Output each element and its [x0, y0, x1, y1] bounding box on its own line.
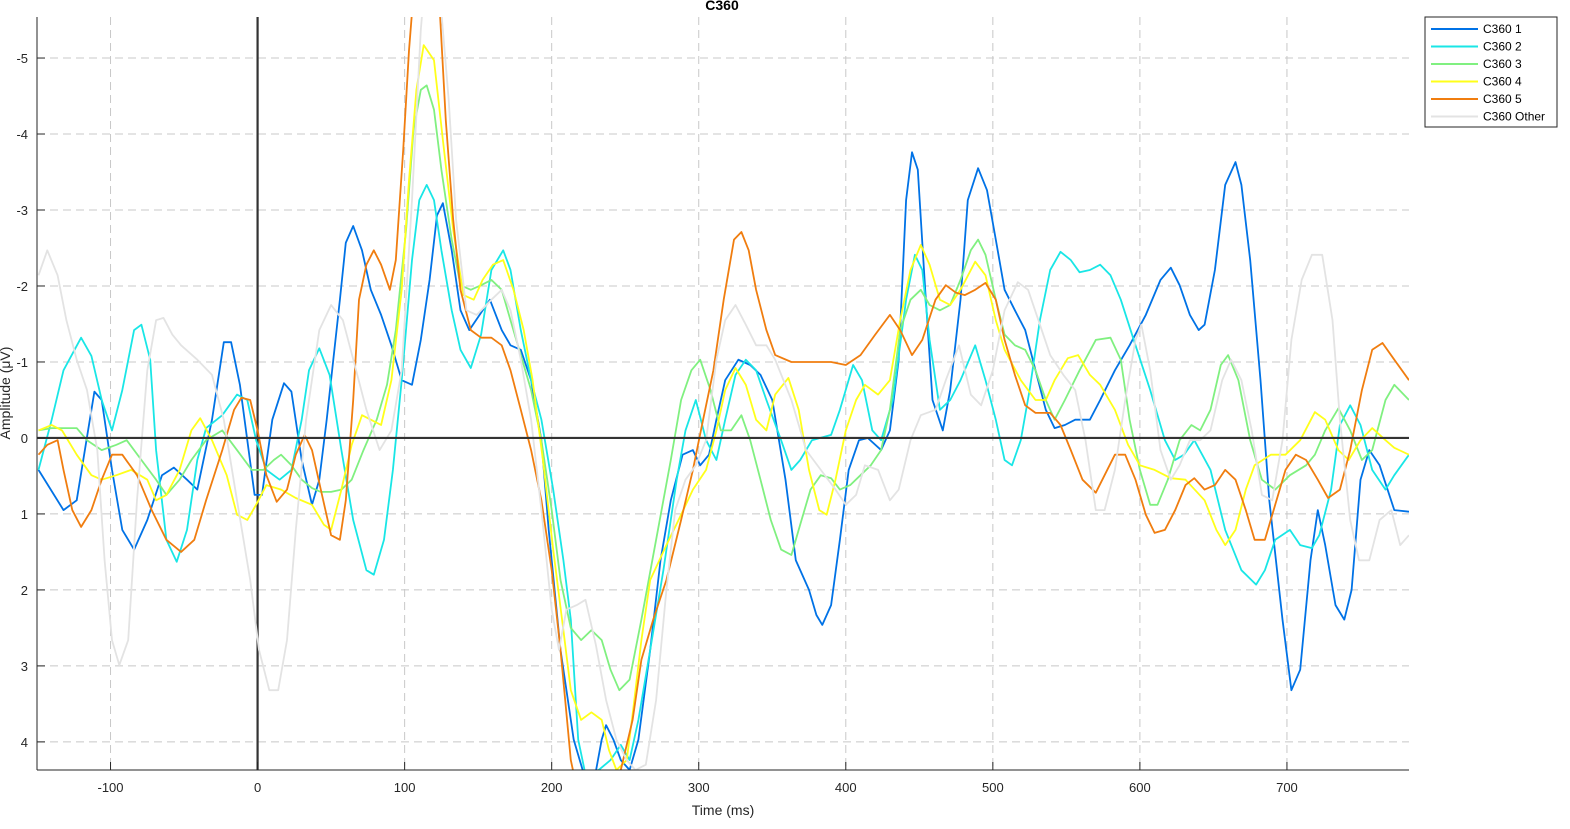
y-tick-label: -3 [16, 203, 28, 218]
y-axis-label: Amplitude (μV) [0, 347, 13, 440]
series-lines [37, 17, 1409, 770]
legend-entry[interactable]: C360 Other [1431, 110, 1545, 124]
y-tick-label: -5 [16, 51, 28, 66]
x-tick-label: 100 [394, 780, 416, 795]
y-tick-label: 1 [21, 507, 28, 522]
y-tick-label: -1 [16, 355, 28, 370]
legend-box [1424, 16, 1558, 128]
x-tick-label: 500 [982, 780, 1004, 795]
chart-title: C360 [705, 0, 739, 13]
legend-label: C360 3 [1483, 57, 1522, 71]
legend-entry[interactable]: C360 2 [1431, 40, 1522, 54]
legend[interactable]: C360 1 C360 2 C360 3 C360 4 C360 5 C360 Other [1424, 16, 1558, 128]
series-line-3 [38, 84, 1409, 692]
legend-label: C360 Other [1483, 110, 1545, 124]
legend-label: C360 5 [1483, 92, 1522, 106]
x-tick-label: 0 [254, 780, 261, 795]
series-line-6 [37, 17, 1409, 770]
x-tick-label: 400 [835, 780, 857, 795]
legend-label: C360 4 [1483, 75, 1522, 89]
x-tick-label: -100 [98, 780, 124, 795]
y-tick-label: 0 [21, 431, 28, 446]
y-tick-label: -4 [16, 127, 28, 142]
axes [36, 17, 1409, 771]
series-line-5 [37, 17, 1409, 770]
y-tick-label: 2 [21, 583, 28, 598]
legend-entry[interactable]: C360 4 [1431, 75, 1522, 89]
legend-label: C360 2 [1483, 40, 1522, 54]
legend-entry[interactable]: C360 5 [1431, 92, 1522, 106]
legend-entry[interactable]: C360 1 [1431, 22, 1522, 36]
legend-label: C360 1 [1483, 22, 1522, 36]
x-tick-label: 200 [541, 780, 563, 795]
x-tick-label: 700 [1276, 780, 1298, 795]
y-tick-label: -2 [16, 279, 28, 294]
legend-entry[interactable]: C360 3 [1431, 57, 1522, 71]
x-tick-label: 300 [688, 780, 710, 795]
tick-labels: -100 0 100 200 300 400 500 600 700 -5 -4 -3 -2 -1 0 1 2 3… [16, 51, 1297, 795]
x-tick-label: 600 [1129, 780, 1151, 795]
y-tick-label: 3 [21, 659, 28, 674]
x-axis-label: Time (ms) [692, 802, 754, 818]
series-line-2 [37, 184, 1409, 770]
grid [37, 17, 1409, 770]
series-line-4 [38, 44, 1409, 770]
y-tick-label: 4 [21, 735, 28, 750]
